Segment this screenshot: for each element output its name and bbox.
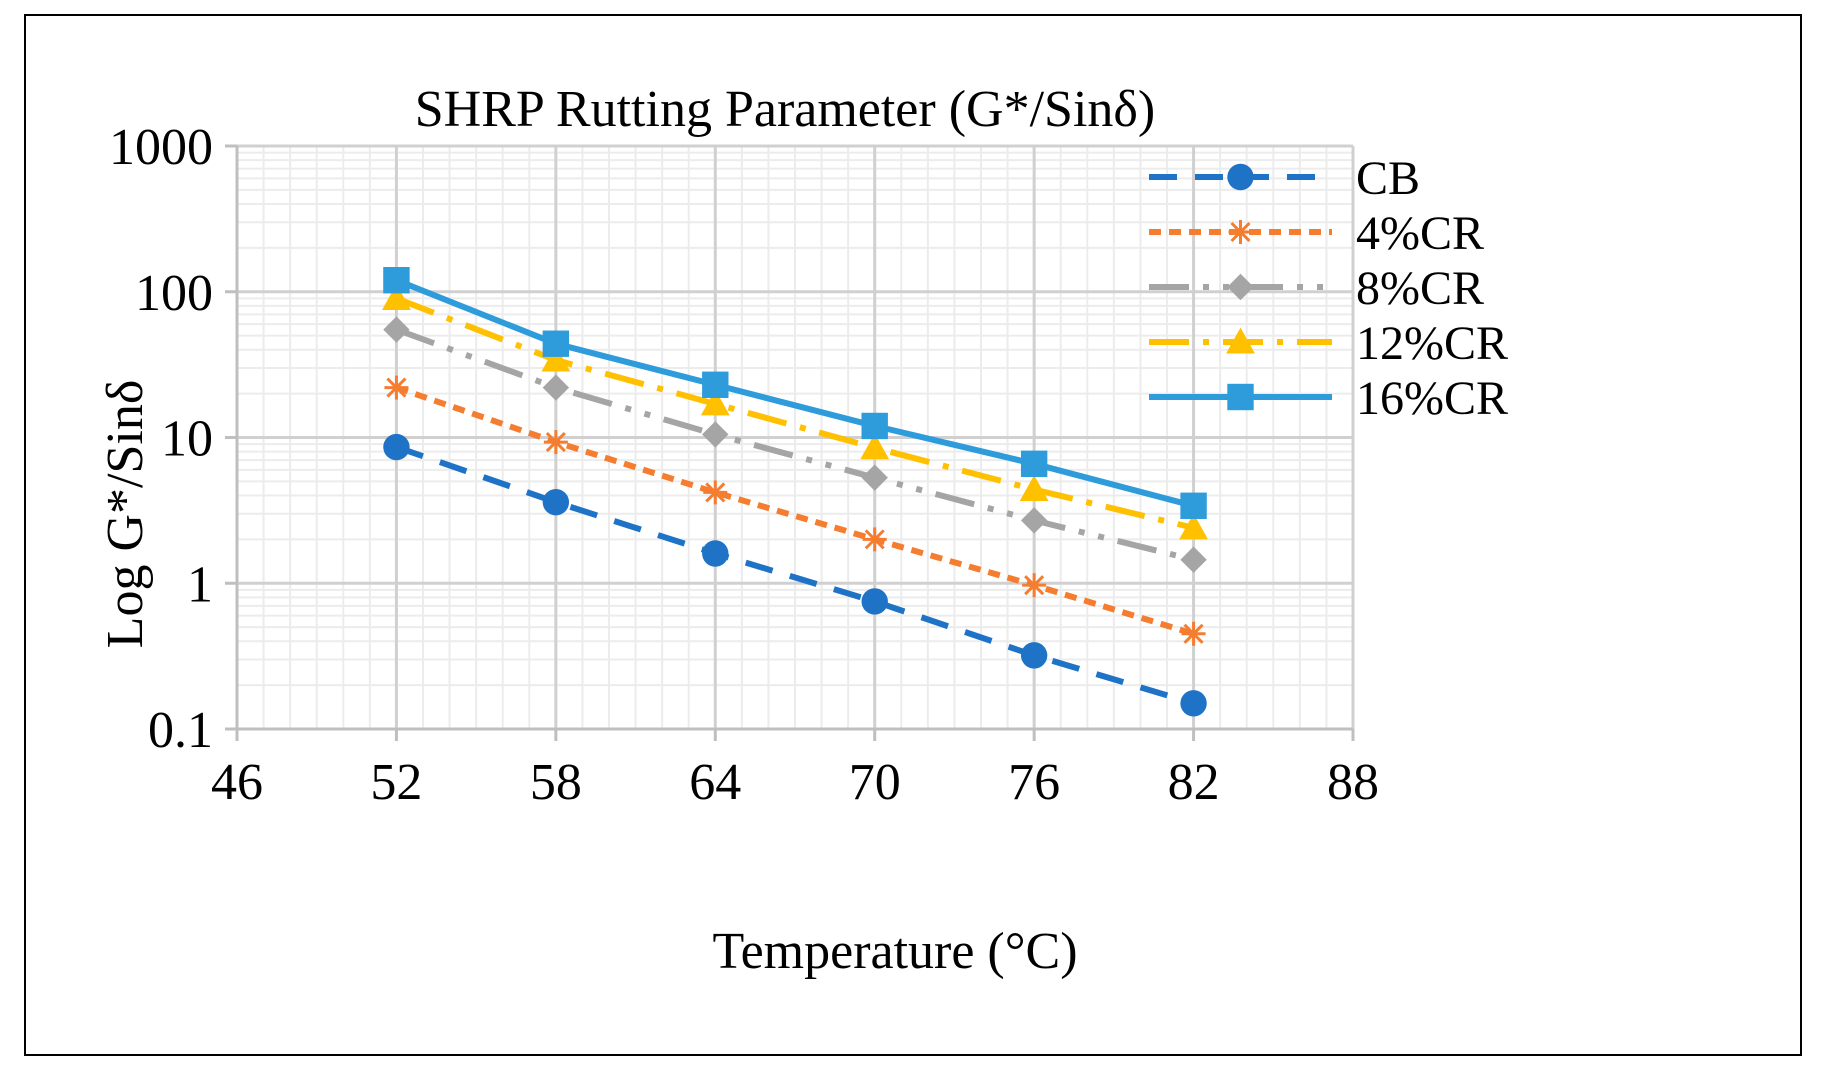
data-point-4pct-cr	[703, 480, 728, 505]
data-point-8pct-cr	[383, 316, 410, 343]
data-point-cb	[861, 588, 888, 615]
y-tick-label: 0.1	[148, 702, 213, 759]
data-point-16pct-cr	[1180, 492, 1207, 519]
y-tick-label: 1	[187, 556, 213, 613]
data-point-4pct-cr	[384, 375, 409, 400]
chart-frame: 46 52 58 64 70 76 82 88 0.1 1 10 100 1000 CB 4%CR 8%CR…	[24, 14, 1802, 1056]
x-tick-label: 52	[370, 754, 422, 811]
data-point-cb	[383, 433, 410, 461]
legend-label-cb: CB	[1356, 152, 1420, 205]
series-line-8pct-cr	[395, 326, 1195, 563]
data-point-8pct-cr	[1020, 507, 1048, 534]
data-point-cb	[542, 488, 570, 516]
data-point-12pct-cr	[541, 345, 571, 372]
series-layer	[382, 267, 1208, 717]
x-tick-label: 58	[530, 754, 582, 811]
data-point-16pct-cr	[1020, 450, 1048, 478]
legend-marker-cb	[1227, 163, 1254, 191]
y-tick-label: 100	[135, 265, 213, 322]
x-axis-title: Temperature (°C)	[712, 923, 1077, 980]
legend-label-16pct-cr: 16%CR	[1356, 372, 1508, 425]
x-tick-label: 76	[1008, 754, 1060, 811]
data-point-4pct-cr	[1022, 573, 1047, 598]
legend-label-12pct-cr: 12%CR	[1356, 317, 1508, 370]
data-point-8pct-cr	[861, 464, 888, 491]
y-tick-label: 1000	[109, 119, 213, 176]
legend-label-4pct-cr: 4%CR	[1356, 207, 1484, 260]
data-point-12pct-cr	[1019, 475, 1049, 501]
legend-marker-12pct-cr	[1226, 327, 1255, 354]
data-point-12pct-cr	[860, 433, 890, 460]
data-point-cb	[1180, 690, 1207, 717]
y-axis-title: Log G*/Sinδ	[97, 380, 154, 649]
series-line-12pct-cr	[395, 295, 1195, 531]
series-line-16pct-cr	[395, 277, 1195, 509]
data-point-8pct-cr	[1180, 546, 1207, 573]
axes	[225, 144, 1355, 741]
data-point-4pct-cr	[543, 430, 568, 455]
x-tick-label: 46	[211, 754, 263, 811]
legend-label-8pct-cr: 8%CR	[1356, 262, 1484, 315]
series-line-cb	[395, 444, 1195, 707]
legend-marker-8pct-cr	[1227, 273, 1254, 301]
data-point-cb	[1020, 642, 1048, 669]
major-grid	[237, 144, 1355, 729]
x-tick-label: 88	[1327, 754, 1379, 811]
x-tick-label: 82	[1168, 754, 1220, 811]
chart-title: SHRP Rutting Parameter (G*/Sinδ)	[415, 81, 1155, 138]
data-point-8pct-cr	[702, 421, 729, 448]
data-point-16pct-cr	[383, 267, 410, 294]
data-point-12pct-cr	[382, 284, 411, 310]
legend-marker-4pct-cr	[1228, 220, 1253, 244]
x-tick-label: 70	[849, 754, 901, 811]
data-point-16pct-cr	[542, 330, 570, 357]
series-line-4pct-cr	[395, 384, 1195, 637]
data-point-16pct-cr	[861, 412, 888, 440]
chart: 46 52 58 64 70 76 82 88 0.1 1 10 100 1000 CB4%CR8%CR…	[97, 81, 1508, 980]
data-point-4pct-cr	[862, 527, 887, 552]
data-point-12pct-cr	[1179, 513, 1208, 540]
data-point-4pct-cr	[1181, 621, 1206, 646]
data-point-12pct-cr	[700, 389, 730, 416]
data-point-cb	[702, 540, 729, 567]
data-point-16pct-cr	[702, 371, 729, 398]
tick-labels: 46 52 58 64 70 76 82 88 0.1 1 10 100 1000	[109, 119, 1379, 811]
legend-marker-16pct-cr	[1227, 383, 1254, 411]
data-point-8pct-cr	[542, 374, 570, 401]
y-tick-label: 10	[161, 411, 213, 468]
x-tick-label: 64	[689, 754, 741, 811]
